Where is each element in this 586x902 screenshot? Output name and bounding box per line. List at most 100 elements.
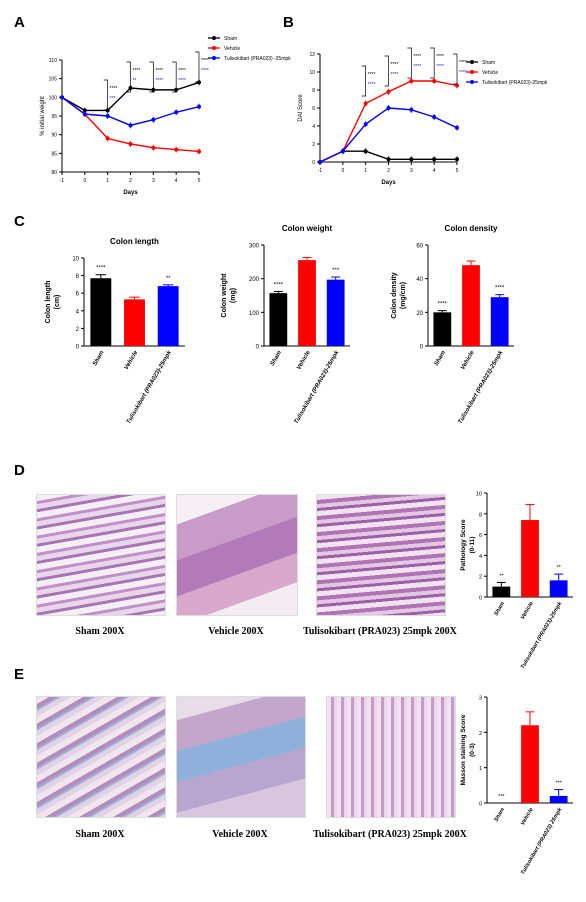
chart-d-ylabel: Pathology Score <box>460 519 467 571</box>
chart-d-bar <box>492 586 511 597</box>
chart-a-legend-entry: Vehicle <box>224 46 240 52</box>
chart-c3-title: Colon density <box>445 224 498 233</box>
chart-a-legend-marker <box>212 36 216 40</box>
chart-a-sig-upper: **** <box>155 68 163 74</box>
histology-vehicle-masson <box>176 696 306 818</box>
chart-a-sig-lower: **** <box>178 78 186 84</box>
chart-c1-ytick-label: 10 <box>72 257 79 263</box>
chart-a-ytick-label: 100 <box>49 95 58 101</box>
chart-a-sig-bracket <box>195 51 200 83</box>
chart-a-sig-bracket <box>149 61 154 93</box>
chart-b-sig-bracket <box>453 53 458 85</box>
chart-c3-bar <box>462 265 480 346</box>
chart-b-sig-lower: **** <box>413 64 421 70</box>
chart-b-sig-lower: **** <box>436 64 444 70</box>
chart-b-xtick-label: 4 <box>433 168 436 174</box>
chart-b-xtick-label: 1 <box>364 168 367 174</box>
chart-e-ytick-label: 0 <box>479 802 482 808</box>
chart-a-ytick-label: 95 <box>51 114 57 120</box>
chart-c1-bar <box>124 299 145 346</box>
chart-c3-bar <box>433 312 452 346</box>
chart-a-ylabel: % initial weight <box>40 96 46 136</box>
chart-a-sig-bracket <box>126 61 131 93</box>
panel-label-d: D <box>14 462 25 479</box>
chart-b-ytick-label: 0 <box>312 160 315 166</box>
chart-d-sig-stars: ** <box>557 565 562 571</box>
chart-e-bar <box>549 795 568 803</box>
chart-b-sig-upper: **** <box>391 62 399 68</box>
histology-sham-he <box>36 494 166 616</box>
panel-label-a: A <box>14 14 25 31</box>
chart-a-xtick-label: 4 <box>175 178 178 184</box>
chart-d-ytick-label: 0 <box>479 596 482 602</box>
chart-c1-category-label: Sham <box>92 349 106 367</box>
caption-e-treat: Tulisokibart (PRA023) 25mpk 200X <box>313 829 467 840</box>
chart-b-legend-entry: Tulisokibart (PRA023)-25mpk <box>482 80 548 86</box>
caption-d-treat: Tulisokibart (PRA023) 25mpk 200X <box>303 626 457 637</box>
chart-b-sig-bracket <box>384 55 389 87</box>
chart-d-category-label: Sham <box>493 601 506 617</box>
chart-c3-ytick-label: 20 <box>416 311 423 317</box>
chart-c3-ytick-label: 60 <box>416 244 423 250</box>
chart-a-ytick-label: 90 <box>51 133 57 139</box>
chart-b-sig-upper: **** <box>459 60 467 66</box>
chart-a-ytick-label: 110 <box>49 58 57 64</box>
chart-c3-ytick-label: 0 <box>420 345 424 351</box>
chart-b-sig-lower: **** <box>368 82 376 88</box>
chart-c1-ylabel: Colon length <box>45 281 52 324</box>
chart-b-ytick-label: 4 <box>312 124 315 130</box>
chart-a-sig-upper: **** <box>201 58 209 64</box>
chart-c2-ylabel: Colon weight <box>221 273 228 318</box>
chart-c3-sig-stars: **** <box>438 302 448 308</box>
chart-a-ytick-label: 85 <box>51 151 57 157</box>
chart-a-series-line-2 <box>61 96 200 127</box>
caption-d-vehicle: Vehicle 200X <box>208 626 264 637</box>
chart-c1-bar <box>157 286 179 346</box>
chart-b-ylabel: DAI Score <box>298 94 304 122</box>
chart-d-ytick-label: 2 <box>479 575 482 581</box>
chart-e-ylabel: Masson staining Score <box>460 714 467 785</box>
chart-a-ytick-label: 80 <box>51 170 57 176</box>
chart-c1-ytick-label: 6 <box>76 292 80 298</box>
chart-a-xtick-label: -1 <box>60 178 65 184</box>
chart-b-point <box>318 160 322 164</box>
chart-c3-category-label: Sham <box>434 349 448 367</box>
chart-c1-ytick-label: 2 <box>76 327 80 333</box>
caption-d-sham: Sham 200X <box>75 626 125 637</box>
chart-c3-ylabel: Colon density <box>391 272 398 318</box>
chart-e-sig-stars: *** <box>498 794 505 800</box>
chart-b-legend-marker <box>470 70 474 74</box>
chart-e-category-label: Vehicle <box>520 807 535 827</box>
chart-b-series-line-2 <box>319 107 458 163</box>
chart-a-sig-bracket <box>103 79 109 111</box>
chart-a-sig-upper: **** <box>110 86 118 92</box>
chart-a-sig-lower: ** <box>133 78 137 84</box>
chart-b-xlabel: Days <box>381 180 396 186</box>
chart-a-sig-lower: **** <box>201 68 209 74</box>
chart-a-point <box>60 95 64 100</box>
chart-e-ylabel: (0-3) <box>469 743 476 757</box>
panel-label-c: C <box>14 213 25 230</box>
chart-a-legend-entry: Tulisokibart (PRA023) -25mpk <box>224 56 291 62</box>
chart-b-sig-upper: **** <box>413 54 421 60</box>
chart-d-ylabel: (0-11) <box>469 537 476 554</box>
chart-c2-ytick-label: 200 <box>249 277 260 283</box>
chart-a-xtick-label: 5 <box>198 178 201 184</box>
chart-a-xtick-label: 2 <box>129 178 132 184</box>
chart-b-xtick-label: 0 <box>341 168 344 174</box>
chart-e-ytick-label: 2 <box>479 731 482 737</box>
chart-a-legend-marker <box>212 46 216 50</box>
chart-c1-ytick-label: 0 <box>76 345 80 351</box>
chart-c2-ytick-label: 300 <box>249 244 260 250</box>
chart-c1-sig-stars: **** <box>96 266 106 272</box>
chart-c2-sig-stars: *** <box>332 268 340 274</box>
chart-b-sig-bracket <box>430 47 435 79</box>
chart-a-xtick-label: 0 <box>83 178 86 184</box>
chart-c1-ytick-label: 4 <box>76 309 80 315</box>
chart-e-sig-stars: *** <box>555 781 562 787</box>
chart-b-sig-bracket <box>407 47 412 79</box>
chart-d-ytick-label: 10 <box>476 492 482 498</box>
histology-treat-he <box>316 494 446 616</box>
chart-e-bar <box>521 725 539 803</box>
